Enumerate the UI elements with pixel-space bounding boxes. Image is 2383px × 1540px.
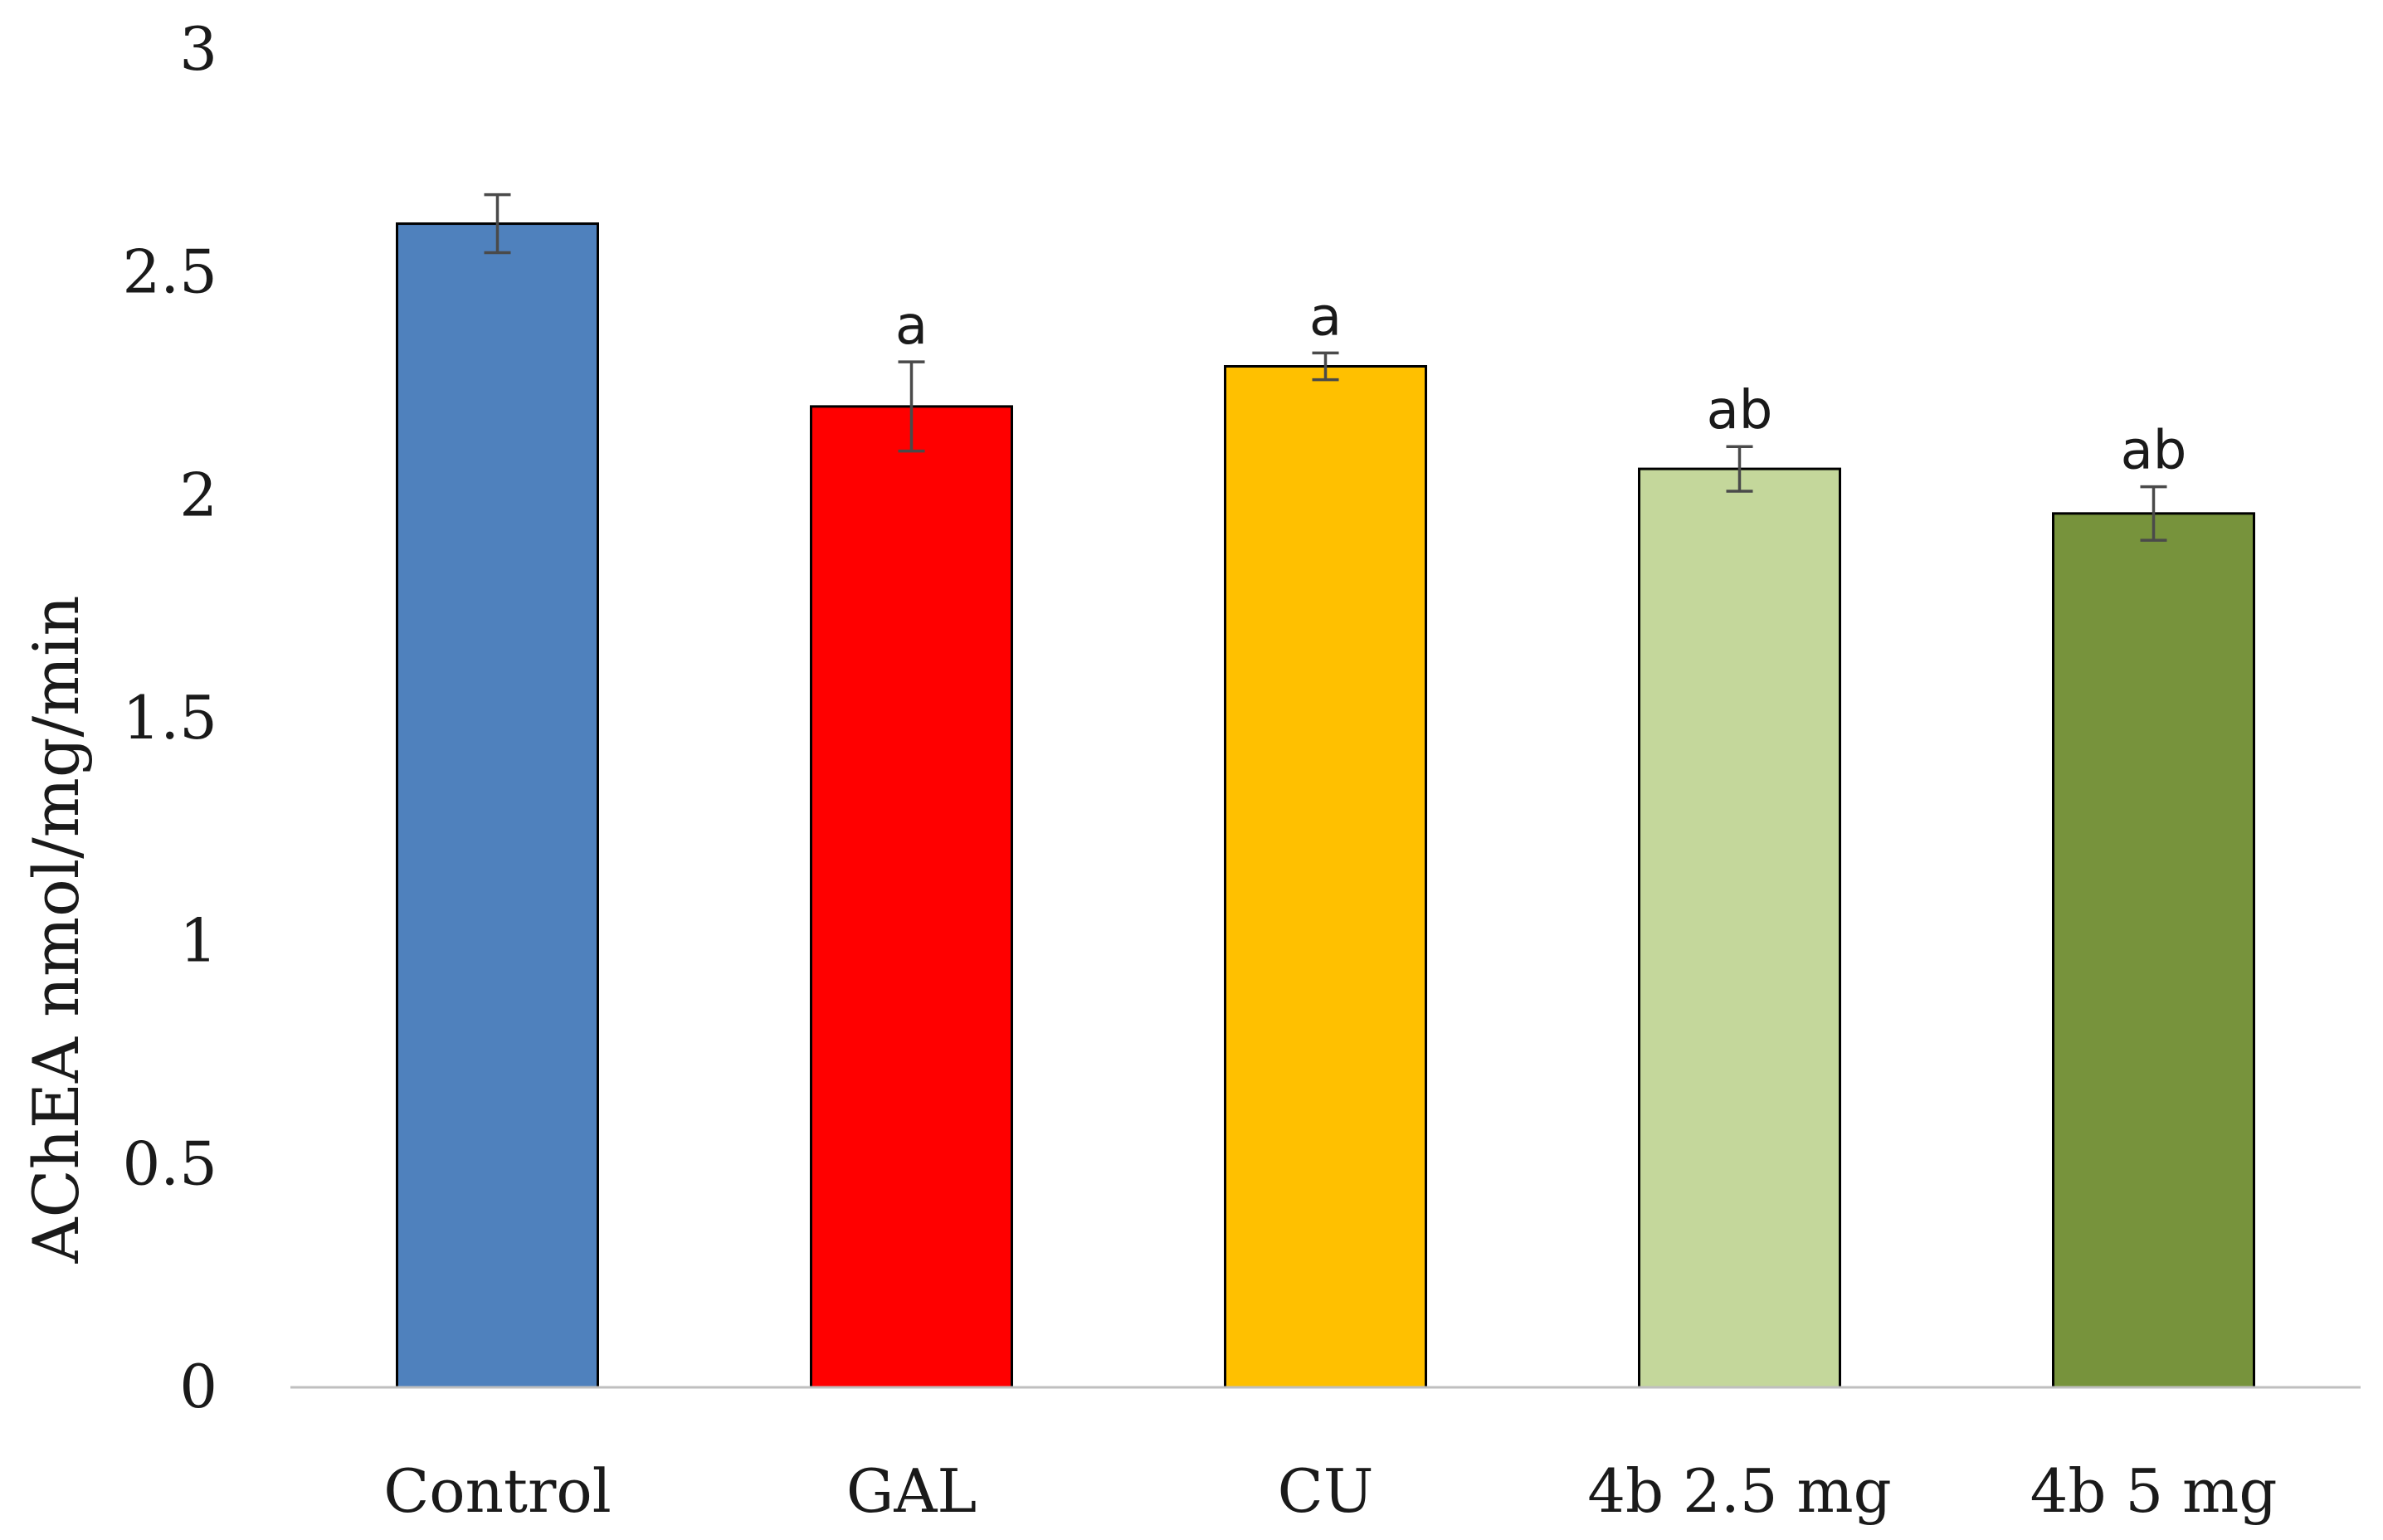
y-axis-title-group: AChEA nmol/mg/min bbox=[19, 596, 93, 1265]
bar bbox=[2052, 512, 2255, 1389]
y-tick-label: 0 bbox=[179, 1352, 217, 1421]
error-bar bbox=[1726, 445, 1753, 493]
bar bbox=[1638, 467, 1841, 1389]
y-tick-label: 3 bbox=[179, 14, 217, 84]
y-tick-label: 2 bbox=[179, 460, 217, 529]
bars bbox=[396, 222, 2255, 1389]
significance-label: a bbox=[1309, 286, 1342, 348]
significance-label: ab bbox=[1707, 380, 1773, 441]
x-axis-labels: Control GAL CU 4b 2.5 mg 4b 5 mg bbox=[383, 1456, 2277, 1526]
bar bbox=[810, 405, 1013, 1389]
error-bar bbox=[898, 360, 925, 453]
error-bar bbox=[484, 192, 511, 255]
error-bars bbox=[484, 192, 2167, 542]
y-axis-ticks: 0 0.5 1 1.5 2 2.5 3 bbox=[122, 14, 217, 1421]
y-tick-label: 1 bbox=[179, 906, 217, 976]
y-tick-label: 0.5 bbox=[122, 1128, 217, 1198]
bar bbox=[1224, 365, 1427, 1389]
bar bbox=[396, 222, 599, 1389]
y-tick-label: 2.5 bbox=[122, 237, 217, 307]
x-tick-label: GAL bbox=[846, 1456, 977, 1526]
x-tick-label: 4b 2.5 mg bbox=[1587, 1456, 1892, 1526]
x-tick-label: 4b 5 mg bbox=[2030, 1456, 2278, 1526]
y-axis-title: AChEA nmol/mg/min bbox=[19, 596, 93, 1265]
error-bar bbox=[1312, 351, 1339, 382]
error-bar bbox=[2140, 485, 2167, 542]
y-tick-label: 1.5 bbox=[122, 683, 217, 753]
x-tick-label: CU bbox=[1278, 1456, 1374, 1526]
significance-label: ab bbox=[2121, 421, 2187, 482]
significance-labels: a a ab ab bbox=[895, 286, 2187, 481]
significance-label: a bbox=[895, 295, 928, 357]
x-tick-label: Control bbox=[383, 1456, 612, 1526]
